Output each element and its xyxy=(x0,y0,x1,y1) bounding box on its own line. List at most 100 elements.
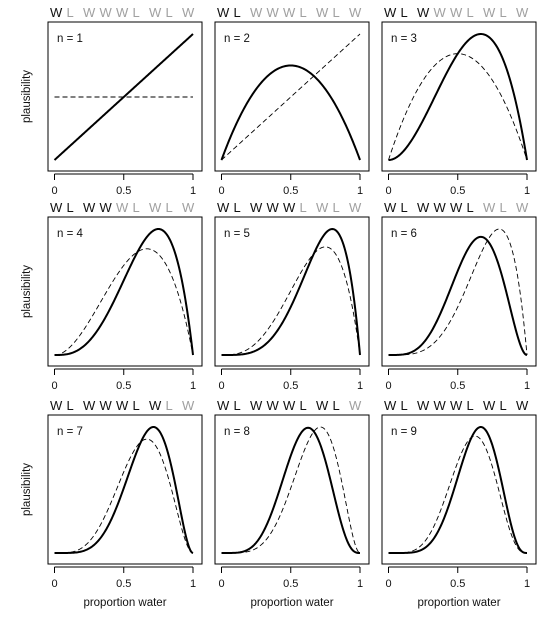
sequence-letter: W xyxy=(516,5,529,20)
sequence-letter: W xyxy=(384,5,397,20)
y-axis-label: plausibility xyxy=(21,265,33,318)
x-tick-label: 0 xyxy=(385,578,391,590)
posterior-curve xyxy=(54,227,194,356)
panel-frame xyxy=(381,21,537,172)
panel-frame xyxy=(47,216,203,367)
sequence-letter: L xyxy=(333,200,340,215)
sequence-letter: W xyxy=(50,5,63,20)
sequence-letter: W xyxy=(50,200,63,215)
sequence-letter: L xyxy=(234,398,241,413)
sequence-letter: W xyxy=(250,5,263,20)
sequence-letter: W xyxy=(450,200,463,215)
sequence-letter: L xyxy=(500,398,507,413)
sequence-letter: L xyxy=(333,398,340,413)
sequence-letter: L xyxy=(300,5,307,20)
sequence-letter: W xyxy=(83,398,96,413)
sequence-letter: W xyxy=(250,398,263,413)
sequence-letter: W xyxy=(116,398,129,413)
panel-label: n = 1 xyxy=(57,33,83,45)
sequence-letter: L xyxy=(401,200,408,215)
sequence-letter: W xyxy=(100,5,113,20)
x-tick-label: 0.5 xyxy=(116,578,131,590)
sequence-letter: L xyxy=(133,398,140,413)
posterior-curve xyxy=(54,426,194,554)
sequence-letter: W xyxy=(182,5,195,20)
x-tick-label: 1 xyxy=(190,185,196,197)
sequence-letter: W xyxy=(100,398,113,413)
sequence-letter: L xyxy=(166,200,173,215)
sequence-letter: W xyxy=(483,398,496,413)
x-tick-label: 0.5 xyxy=(450,578,465,590)
x-tick-label: 0 xyxy=(385,380,391,392)
x-tick-label: 1 xyxy=(190,578,196,590)
sequence-letter: W xyxy=(83,5,96,20)
sequence-letter: W xyxy=(149,398,162,413)
sequence-letter: W xyxy=(417,200,430,215)
chart-panel: W L W W W L W L Wn = 70 0.5 1plausibilityproportio… xyxy=(21,398,203,609)
sequence-letter: L xyxy=(67,5,74,20)
panel-frame xyxy=(214,21,370,172)
sequence-letter: L xyxy=(67,398,74,413)
sequence-letter: L xyxy=(401,5,408,20)
sequence-letter: L xyxy=(166,5,173,20)
sequence-letter: W xyxy=(217,398,230,413)
x-tick-label: 0 xyxy=(385,185,391,197)
posterior-curve xyxy=(53,33,194,161)
panel-frame xyxy=(47,414,203,565)
x-tick-label: 0 xyxy=(51,185,57,197)
x-tick-label: 0 xyxy=(218,380,224,392)
x-tick-label: 0 xyxy=(218,578,224,590)
sequence-letter: W xyxy=(316,5,329,20)
sequence-letter: W xyxy=(516,200,529,215)
sequence-letter: W xyxy=(283,5,296,20)
posterior-curve xyxy=(220,64,361,161)
panel-label: n = 2 xyxy=(224,33,250,45)
sequence-letter: W xyxy=(316,200,329,215)
sequence-letter: W xyxy=(434,5,447,20)
panel-frame xyxy=(381,414,537,565)
panel-label: n = 6 xyxy=(391,228,417,240)
prior-curve xyxy=(388,435,528,554)
panel-frame xyxy=(381,216,537,367)
panel-label: n = 5 xyxy=(224,228,250,240)
sequence-letter: L xyxy=(300,200,307,215)
panel-label: n = 3 xyxy=(391,33,417,45)
x-tick-label: 1 xyxy=(357,578,363,590)
sequence-letter: W xyxy=(434,200,447,215)
chart-panel: W L W W W L W L Wn = 30 0.5 1 xyxy=(381,5,537,197)
panel-label: n = 4 xyxy=(57,228,84,240)
panel-frame xyxy=(214,414,370,565)
prior-curve xyxy=(54,248,194,356)
sequence-letter: L xyxy=(133,200,140,215)
sequence-letter: W xyxy=(250,200,263,215)
sequence-letter: W xyxy=(217,5,230,20)
sequence-letter: W xyxy=(516,398,529,413)
x-tick-label: 1 xyxy=(357,185,363,197)
sequence-letter: W xyxy=(349,5,362,20)
prior-curve xyxy=(54,438,194,554)
sequence-letter: W xyxy=(267,5,280,20)
sequence-letter: L xyxy=(467,200,474,215)
sequence-letter: L xyxy=(500,200,507,215)
sequence-letter: W xyxy=(417,398,430,413)
chart-panel: W L W W W L W L Wn = 60 0.5 1 xyxy=(381,200,537,392)
sequence-letter: W xyxy=(384,398,397,413)
prior-curve xyxy=(221,426,361,554)
x-tick-label: 0.5 xyxy=(450,380,465,392)
sequence-letter: L xyxy=(166,398,173,413)
posterior-curve xyxy=(388,235,528,356)
sequence-letter: W xyxy=(283,398,296,413)
sequence-letter: W xyxy=(116,5,129,20)
sequence-letter: W xyxy=(483,5,496,20)
y-axis-label: plausibility xyxy=(21,463,33,516)
sequence-letter: L xyxy=(401,398,408,413)
posterior-curve xyxy=(388,32,528,161)
sequence-letter: W xyxy=(434,398,447,413)
sequence-letter: W xyxy=(116,200,129,215)
x-tick-label: 0.5 xyxy=(283,578,298,590)
